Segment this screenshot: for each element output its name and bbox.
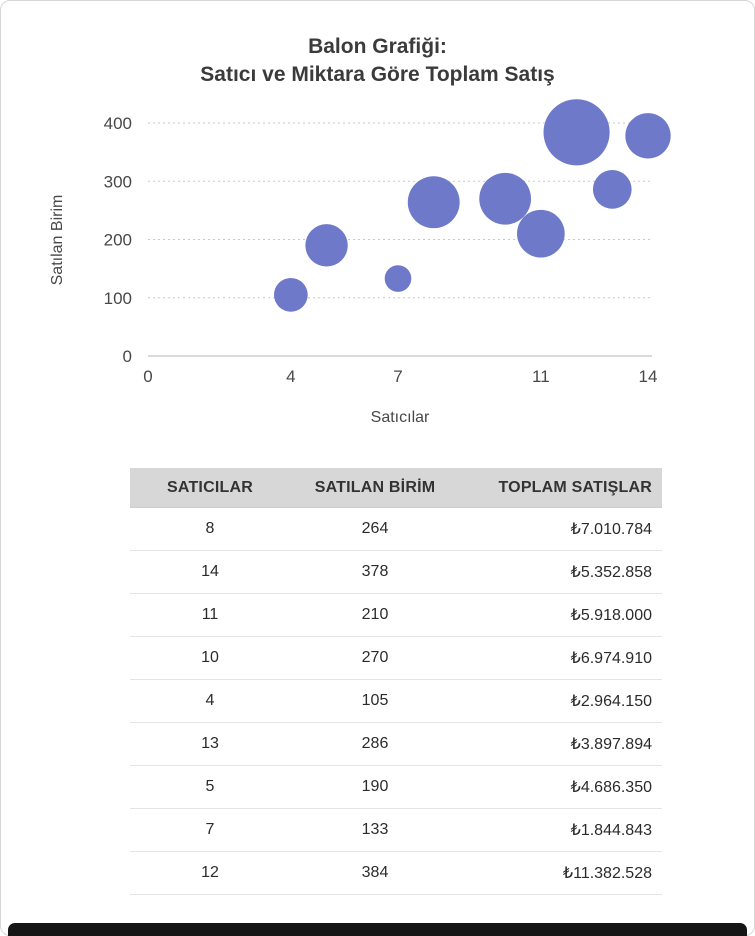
table-row: 5 190 ₺4.686.350: [130, 765, 662, 809]
chart-title: Balon Grafiği: Satıcı ve Miktara Göre To…: [0, 33, 755, 89]
table-cell: ₺6.974.910: [460, 636, 662, 680]
bubble-chart: 0 100 200 300 400 0 4 7 11 14 Satıcılar Satılan …: [49, 99, 671, 426]
column-header-satilan-birim: SATILAN BİRİM: [290, 468, 460, 508]
table-cell: 264: [290, 507, 460, 551]
table-cell: ₺11.382.528: [460, 851, 662, 895]
table-row: 13 286 ₺3.897.894: [130, 722, 662, 766]
bubble: [407, 176, 460, 229]
table-row: 4 105 ₺2.964.150: [130, 679, 662, 723]
table-cell: 105: [290, 679, 460, 723]
chart-title-line2: Satıcı ve Miktara Göre Toplam Satış: [200, 63, 555, 86]
chart-title-line1: Balon Grafiği:: [308, 35, 447, 58]
table-cell: ₺4.686.350: [460, 765, 662, 809]
window-edge-bar: [8, 923, 747, 936]
table-cell: 13: [130, 722, 290, 766]
table-row: 14 378 ₺5.352.858: [130, 550, 662, 594]
table-cell: 378: [290, 550, 460, 594]
table-cell: ₺5.918.000: [460, 593, 662, 637]
table-cell: 4: [130, 679, 290, 723]
y-tick-label: 0: [123, 347, 132, 366]
bubble: [479, 172, 532, 225]
table-cell: 14: [130, 550, 290, 594]
table-cell: ₺2.964.150: [460, 679, 662, 723]
bubbles: [273, 99, 671, 312]
y-tick-label: 200: [104, 231, 132, 250]
table-header-row: SATICILAR SATILAN BİRİM TOPLAM SATIŞLAR: [130, 468, 662, 508]
table-row: 8 264 ₺7.010.784: [130, 507, 662, 551]
table-cell: 190: [290, 765, 460, 809]
bubble: [625, 113, 671, 159]
y-tick-labels: 0 100 200 300 400: [104, 114, 132, 366]
table-cell: 270: [290, 636, 460, 680]
sales-table-body: 8 264 ₺7.010.784 14 378 ₺5.352.858 11 210 ₺5.918…: [130, 507, 662, 895]
table-cell: 10: [130, 636, 290, 680]
column-header-toplam-satislar: TOPLAM SATIŞLAR: [460, 468, 662, 508]
table-cell: 8: [130, 507, 290, 551]
table-cell: ₺7.010.784: [460, 507, 662, 551]
table-cell: ₺1.844.843: [460, 808, 662, 852]
x-axis-title: Satıcılar: [371, 409, 430, 426]
table-row: 7 133 ₺1.844.843: [130, 808, 662, 852]
table-cell: 384: [290, 851, 460, 895]
y-tick-label: 300: [104, 172, 132, 191]
table-cell: 210: [290, 593, 460, 637]
bubble: [543, 99, 610, 166]
table-cell: 5: [130, 765, 290, 809]
table-cell: ₺5.352.858: [460, 550, 662, 594]
table-row: 10 270 ₺6.974.910: [130, 636, 662, 680]
bubble: [517, 209, 565, 258]
y-tick-label: 400: [104, 114, 132, 133]
x-tick-label: 7: [393, 367, 402, 386]
table-cell: 286: [290, 722, 460, 766]
x-tick-label: 0: [143, 367, 152, 386]
table-cell: ₺3.897.894: [460, 722, 662, 766]
x-tick-label: 11: [532, 367, 550, 386]
bubble: [305, 224, 348, 267]
x-tick-label: 14: [639, 367, 658, 386]
bubble: [273, 277, 308, 312]
bubble: [384, 265, 412, 292]
x-tick-labels: 0 4 7 11 14: [143, 367, 657, 386]
y-tick-label: 100: [104, 289, 132, 308]
table-cell: 12: [130, 851, 290, 895]
y-axis-title: Satılan Birim: [49, 195, 66, 286]
x-tick-label: 4: [286, 367, 295, 386]
sales-table: SATICILAR SATILAN BİRİM TOPLAM SATIŞLAR …: [130, 468, 662, 895]
table-row: 11 210 ₺5.918.000: [130, 593, 662, 637]
bubble: [592, 170, 632, 209]
table-cell: 7: [130, 808, 290, 852]
table-row: 12 384 ₺11.382.528: [130, 851, 662, 895]
table-cell: 133: [290, 808, 460, 852]
table-cell: 11: [130, 593, 290, 637]
column-header-saticilar: SATICILAR: [130, 468, 290, 508]
